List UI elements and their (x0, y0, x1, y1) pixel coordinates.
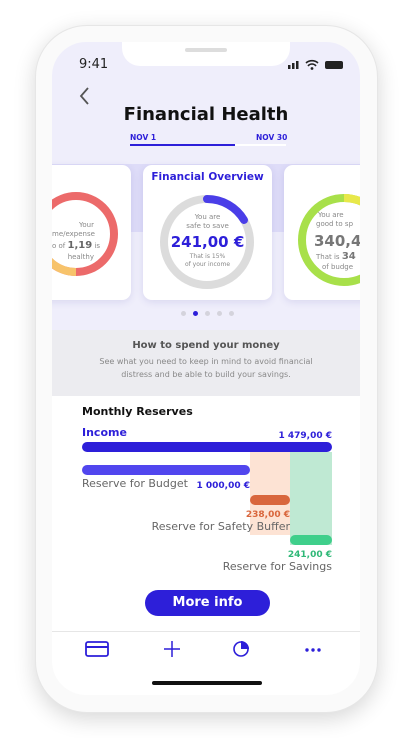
page-dot[interactable] (229, 311, 234, 316)
status-icons (288, 59, 343, 70)
card-left-line: me/expense (52, 230, 95, 238)
budget-label: Reserve for Budget (82, 477, 188, 490)
back-button[interactable] (78, 86, 92, 106)
page-dot[interactable] (181, 311, 186, 316)
budget-amount: 1 000,00 € (196, 481, 250, 491)
safety-bar (250, 495, 290, 505)
budget-bar (82, 465, 250, 475)
card-left-text: o of (52, 242, 66, 250)
safety-label: Reserve for Safety Buffer (151, 520, 290, 533)
screen: 9:41 Financial Health NOV 1 NOV 30 Your … (52, 42, 360, 695)
tab-divider (52, 631, 360, 632)
ring-center (160, 194, 254, 289)
card-right-text: That is (316, 253, 340, 261)
card-left-text: is (94, 242, 101, 250)
card-right-value: 34 (341, 251, 356, 262)
period-end: NOV 30 (256, 133, 288, 142)
savings-amount: 241,00 € (287, 550, 332, 560)
info-section (52, 330, 360, 396)
card-amount: 241,00 € (170, 233, 245, 251)
more-info-button[interactable]: More info (145, 590, 270, 616)
tab-add[interactable] (164, 641, 180, 657)
notch (122, 42, 290, 66)
ring-left (52, 192, 118, 276)
ring-right (298, 194, 360, 286)
income-bar (82, 442, 332, 452)
page-dot[interactable] (217, 311, 222, 316)
card-left-footer: healthy (67, 253, 94, 261)
card-note: That is 15% (189, 253, 226, 260)
savings-zone (290, 452, 332, 545)
card-line: safe to save (186, 222, 229, 230)
period-start: NOV 1 (130, 133, 157, 142)
card-right-footer: of budge (322, 263, 354, 271)
card-right-line: You are (318, 211, 344, 219)
savings-bar (290, 535, 332, 545)
title: Financial Health (123, 104, 289, 125)
card-right-amount: 340,40 (314, 232, 360, 250)
card-left-line: Your (79, 221, 94, 229)
tab-bar (85, 641, 321, 657)
tab-more[interactable] (305, 648, 321, 652)
reserves-title: Monthly Reserves (82, 405, 193, 418)
card-right-line: good to sp (316, 220, 354, 228)
page-dot[interactable] (205, 311, 210, 316)
info-title: How to spend your money (132, 340, 280, 351)
card-left-ratio: 1,19 (67, 240, 93, 251)
card-title: Financial Overview (151, 171, 264, 183)
page-dot-active[interactable] (193, 311, 198, 316)
safety-amount: 238,00 € (245, 510, 290, 520)
income-amount: 1 479,00 € (278, 431, 332, 441)
tab-stats[interactable] (233, 641, 249, 657)
savings-label: Reserve for Savings (222, 560, 332, 573)
home-indicator (152, 681, 262, 685)
card-note: of your income (184, 261, 231, 268)
status-time: 9:41 (79, 57, 109, 72)
speaker (185, 48, 227, 52)
card-line: You are (194, 213, 221, 221)
income-label: Income (82, 426, 127, 439)
info-text: See what you need to keep in mind to avo… (99, 357, 313, 379)
safety-zone (250, 452, 290, 535)
period-progress (130, 144, 235, 146)
tab-cards[interactable] (85, 641, 109, 657)
